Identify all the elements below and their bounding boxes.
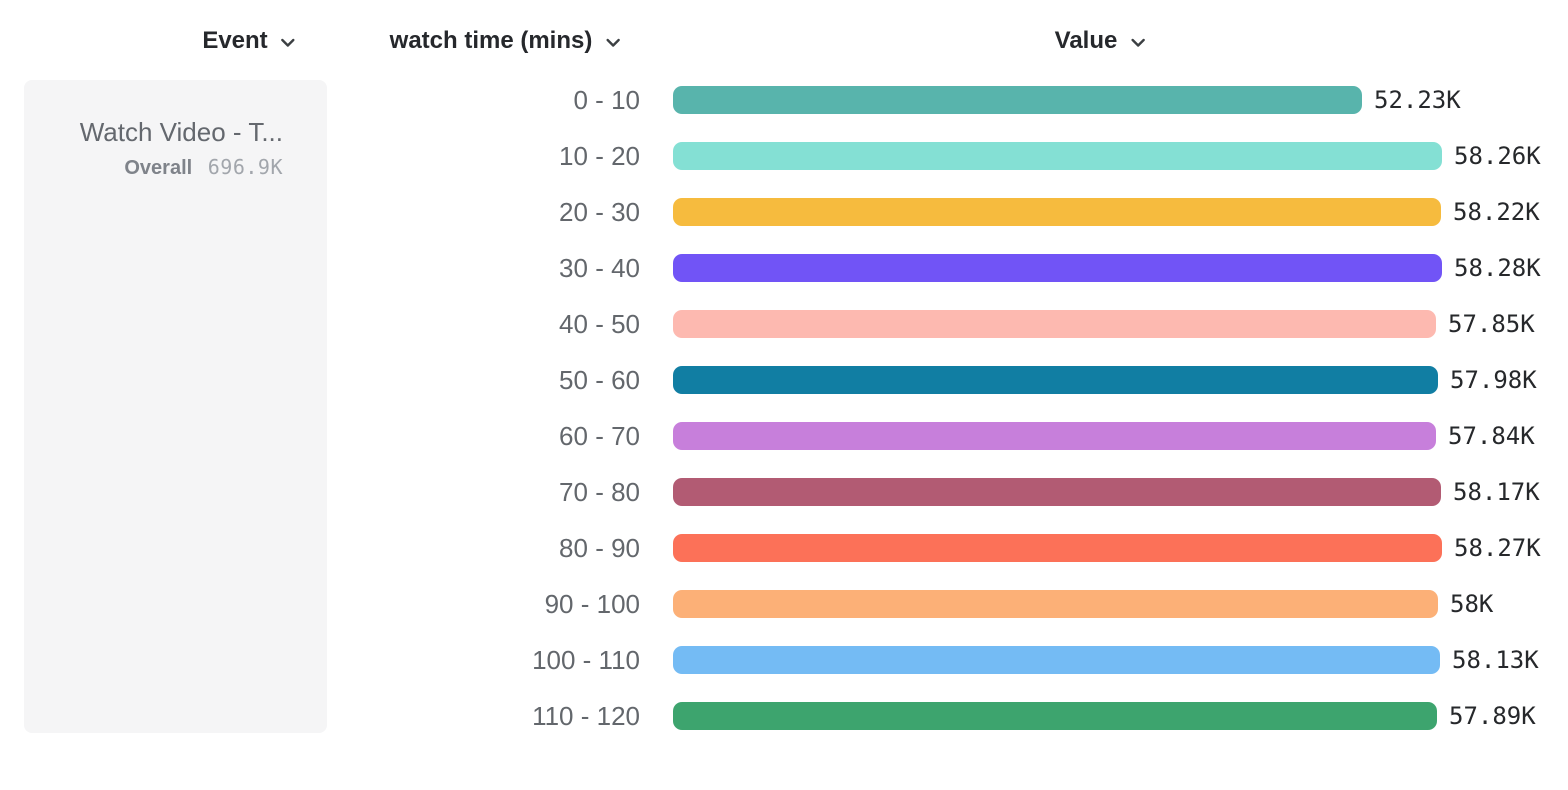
chart-row: 70 - 80 58.17K	[0, 464, 1568, 520]
overall-value: 696.9K	[207, 154, 283, 179]
value-label: 58.17K	[1453, 478, 1540, 506]
chevron-down-icon	[606, 38, 620, 47]
value-label: 57.89K	[1449, 702, 1536, 730]
chart-row: 0 - 10 52.23K	[0, 72, 1568, 128]
value-bar[interactable]	[673, 590, 1438, 618]
event-overall-row: Overall 696.9K	[24, 155, 283, 180]
overall-label: Overall	[124, 156, 193, 179]
value-label: 57.98K	[1450, 366, 1537, 394]
value-label: 58.26K	[1454, 142, 1541, 170]
value-bar[interactable]	[673, 534, 1442, 562]
value-label: 57.85K	[1448, 310, 1535, 338]
event-title: Watch Video - T...	[79, 117, 283, 147]
value-bar[interactable]	[673, 702, 1437, 730]
bar-chart: 0 - 10 52.23K 10 - 20 58.26K 20 - 30 58.22K 30…	[0, 72, 1568, 744]
value-column-header[interactable]: Value	[1055, 27, 1146, 55]
value-bar[interactable]	[673, 478, 1441, 506]
value-label: 58.27K	[1454, 534, 1541, 562]
value-label: 58.13K	[1452, 646, 1539, 674]
event-column-header[interactable]: Event	[202, 27, 295, 55]
bucket-label: 110 - 120	[532, 700, 640, 731]
value-bar[interactable]	[673, 198, 1441, 226]
value-bar[interactable]	[673, 646, 1440, 674]
watch-time-column-header[interactable]: watch time (mins)	[390, 27, 621, 55]
bucket-label: 90 - 100	[544, 588, 640, 619]
value-column-header-label: Value	[1054, 27, 1118, 54]
event-column-header-label: Event	[202, 27, 268, 54]
value-bar[interactable]	[673, 254, 1442, 282]
chart-row: 10 - 20 58.26K	[0, 128, 1568, 184]
value-label: 52.23K	[1374, 86, 1461, 114]
value-bar[interactable]	[673, 310, 1436, 338]
value-label: 58K	[1450, 590, 1494, 618]
chart-row: 50 - 60 57.98K	[0, 352, 1568, 408]
bucket-label: 60 - 70	[559, 420, 640, 451]
value-bar[interactable]	[673, 422, 1436, 450]
bucket-label: 50 - 60	[559, 364, 640, 395]
chart-row: 80 - 90 58.27K	[0, 520, 1568, 576]
chart-row: 90 - 100 58K	[0, 576, 1568, 632]
bucket-label: 30 - 40	[559, 252, 640, 283]
value-label: 58.28K	[1454, 254, 1541, 282]
bucket-label: 20 - 30	[559, 196, 640, 227]
bucket-label: 40 - 50	[559, 308, 640, 339]
value-bar[interactable]	[673, 366, 1438, 394]
chart-row: 40 - 50 57.85K	[0, 296, 1568, 352]
value-bar[interactable]	[673, 142, 1442, 170]
chart-row: 60 - 70 57.84K	[0, 408, 1568, 464]
chart-row: 20 - 30 58.22K	[0, 184, 1568, 240]
chevron-down-icon	[1131, 38, 1145, 47]
chart-row: 30 - 40 58.28K	[0, 240, 1568, 296]
bucket-label: 100 - 110	[532, 644, 640, 675]
bucket-label: 10 - 20	[559, 140, 640, 171]
value-label: 57.84K	[1448, 422, 1535, 450]
bucket-label: 80 - 90	[559, 532, 640, 563]
chevron-down-icon	[281, 38, 295, 47]
value-bar[interactable]	[673, 86, 1362, 114]
value-label: 58.22K	[1453, 198, 1540, 226]
event-card[interactable]: Watch Video - T... Overall 696.9K	[24, 80, 327, 733]
watch-time-column-header-label: watch time (mins)	[389, 27, 593, 54]
chart-row: 110 - 120 57.89K	[0, 688, 1568, 744]
bucket-label: 0 - 10	[573, 84, 641, 115]
chart-row: 100 - 110 58.13K	[0, 632, 1568, 688]
bucket-label: 70 - 80	[559, 476, 640, 507]
